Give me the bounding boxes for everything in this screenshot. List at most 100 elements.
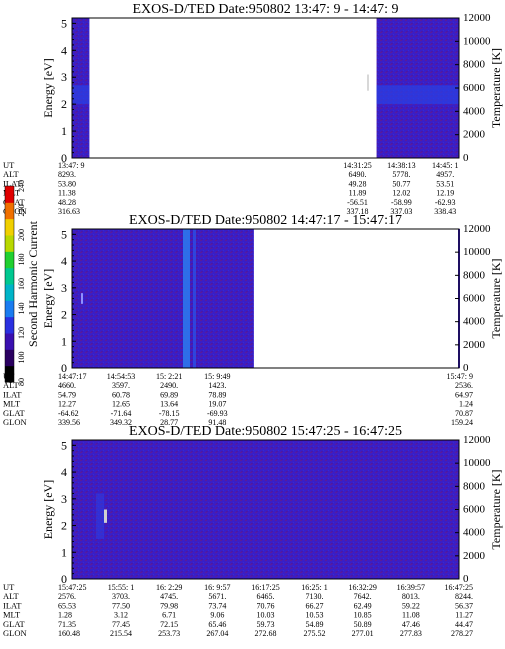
- colorbar-tick-label: 80: [17, 378, 26, 386]
- y2-tick-label: 12000: [463, 223, 491, 235]
- orbit-row-label: GLAT: [3, 408, 26, 418]
- orbit-value: 13.64: [160, 400, 178, 409]
- orbit-value: 59.22: [402, 601, 420, 610]
- data-spike: [81, 293, 83, 304]
- orbit-value: 48.28: [58, 198, 76, 207]
- colorbar-tick-label: 220: [17, 205, 26, 217]
- orbit-value: 66.27: [306, 601, 324, 610]
- orbit-value: 91.48: [208, 418, 226, 427]
- orbit-value: 272.68: [255, 629, 277, 638]
- orbit-row-label: UT: [3, 160, 15, 170]
- orbit-value: 72.15: [160, 620, 178, 629]
- colorbar-tick-label: 240: [17, 180, 26, 192]
- orbit-value: 4660.: [58, 381, 76, 390]
- orbit-value: 16: 2:29: [156, 583, 182, 592]
- colorbar-swatch: [5, 300, 14, 318]
- orbit-value: 65.46: [208, 620, 226, 629]
- y-tick-label: 4: [61, 465, 67, 479]
- orbit-value: 14:31:25: [343, 161, 371, 170]
- colorbar-swatch: [5, 202, 14, 220]
- y-tick-label: 3: [61, 492, 67, 506]
- colorbar-swatch: [5, 267, 14, 285]
- y2-tick-label: 2000: [463, 129, 486, 141]
- orbit-value: 50.77: [392, 179, 410, 188]
- orbit-value: 9.06: [210, 611, 224, 620]
- y2-tick-label: 4000: [463, 105, 486, 117]
- colorbar-swatch: [5, 186, 14, 203]
- orbit-value: 70.87: [455, 409, 473, 418]
- orbit-value: 16:39:57: [397, 583, 425, 592]
- y-tick-label: 0: [61, 361, 67, 375]
- colorbar-swatch: [5, 218, 14, 236]
- orbit-value: 10.03: [257, 611, 275, 620]
- orbit-value: 275.52: [304, 629, 326, 638]
- colorbar-tick-label: 120: [17, 327, 26, 339]
- orbit-value: 14:45: 1: [432, 161, 458, 170]
- orbit-value: 56.37: [455, 601, 473, 610]
- orbit-value: 50.89: [354, 620, 372, 629]
- orbit-value: 3.12: [114, 611, 128, 620]
- y-tick-label: 2: [61, 97, 67, 111]
- orbit-value: 3597.: [112, 381, 130, 390]
- orbit-table: UTALTILATMLTGLATGLON14:47:174660.54.7912…: [3, 371, 473, 427]
- orbit-value: 4957.: [436, 170, 454, 179]
- orbit-value: 15: 9:49: [204, 372, 230, 381]
- colorbar-frame: [4, 185, 15, 383]
- orbit-value: 53.51: [436, 179, 454, 188]
- orbit-row-label: GLON: [3, 417, 27, 427]
- y-tick-label: 0: [61, 151, 67, 165]
- y2-tick-label: 8000: [463, 269, 486, 281]
- orbit-value: 7130.: [306, 592, 324, 601]
- orbit-value: 71.35: [58, 620, 76, 629]
- y2-tick-label: 0: [463, 573, 469, 585]
- orbit-value: -56.51: [347, 198, 368, 207]
- colorbar-swatch: [5, 251, 14, 269]
- orbit-value: 10.53: [306, 611, 324, 620]
- colorbar-swatch: [5, 365, 14, 383]
- orbit-value: 12.65: [112, 400, 130, 409]
- colorbar-swatch: [5, 316, 14, 334]
- orbit-value: 12.27: [58, 400, 76, 409]
- orbit-row-label: ALT: [3, 591, 20, 601]
- orbit-value: -58.99: [391, 198, 412, 207]
- orbit-value: 62.49: [354, 601, 372, 610]
- orbit-value: 6.71: [162, 611, 176, 620]
- orbit-row-label: MLT: [3, 399, 21, 409]
- orbit-value: 59.73: [257, 620, 275, 629]
- orbit-value: 73.74: [208, 601, 226, 610]
- orbit-value: 16:47:25: [445, 583, 473, 592]
- orbit-value: 2576.: [58, 592, 76, 601]
- y-tick-label: 0: [61, 572, 67, 586]
- colorbar-tick-label: 160: [17, 278, 26, 290]
- orbit-row-label: GLAT: [3, 197, 26, 207]
- orbit-row-label: GLAT: [3, 619, 26, 629]
- y2-tick-label: 12000: [463, 12, 491, 24]
- orbit-value: 19.07: [208, 400, 226, 409]
- orbit-value: 2490.: [160, 381, 178, 390]
- orbit-value: 3703.: [112, 592, 130, 601]
- orbit-value: 49.28: [349, 179, 367, 188]
- y-tick-label: 2: [61, 308, 67, 322]
- data-spike: [104, 509, 107, 523]
- y2-tick-label: 2000: [463, 550, 486, 562]
- orbit-value: 11.08: [402, 611, 420, 620]
- orbit-value: 54.89: [306, 620, 324, 629]
- orbit-value: 11.89: [349, 189, 367, 198]
- orbit-value: 78.89: [208, 390, 226, 399]
- orbit-value: 337.18: [347, 207, 369, 216]
- orbit-value: 77.45: [112, 620, 130, 629]
- orbit-value: 159.24: [451, 418, 473, 427]
- orbit-value: -62.93: [435, 198, 456, 207]
- orbit-value: 267.04: [206, 629, 228, 638]
- orbit-value: 278.27: [451, 629, 473, 638]
- orbit-value: 10.85: [354, 611, 372, 620]
- colorbar-tick-label: 140: [17, 303, 26, 315]
- orbit-row-label: ALT: [3, 169, 20, 179]
- orbit-value: 4745.: [160, 592, 178, 601]
- orbit-value: 70.76: [257, 601, 275, 610]
- orbit-value: 337.03: [390, 207, 412, 216]
- orbit-value: 339.56: [58, 418, 80, 427]
- orbit-value: 338.43: [434, 207, 456, 216]
- orbit-value: 64.97: [455, 390, 473, 399]
